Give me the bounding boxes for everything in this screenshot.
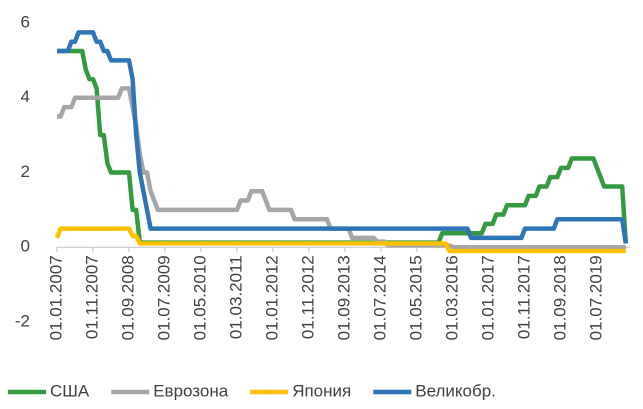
series-line xyxy=(57,86,626,250)
y-tick-label: -2 xyxy=(15,311,30,330)
x-tick-label: 01.03.2016 xyxy=(442,255,461,340)
x-tick-label: 01.07.2019 xyxy=(586,255,605,340)
x-tick-label: 01.01.2017 xyxy=(478,255,497,340)
series-line xyxy=(54,226,626,254)
x-tick-label: 01.07.2014 xyxy=(370,255,389,340)
y-tick-label: 0 xyxy=(21,237,30,256)
x-tick-label: 01.09.2018 xyxy=(550,255,569,340)
x-tick-label: 01.09.2013 xyxy=(334,255,353,340)
x-tick-label: 01.07.2009 xyxy=(154,255,173,340)
x-tick-label: 01.01.2012 xyxy=(262,255,281,340)
x-tick-label: 01.11.2012 xyxy=(298,255,317,339)
y-tick-label: 2 xyxy=(21,162,30,181)
series-line xyxy=(57,48,629,245)
legend-label: Еврозона xyxy=(153,381,229,400)
x-tick-label: 01.05.2010 xyxy=(190,255,209,340)
y-tick-label: 6 xyxy=(21,12,30,31)
legend-label: Япония xyxy=(292,381,351,400)
x-tick-label: 01.03.2011 xyxy=(226,255,245,339)
legend-label: США xyxy=(50,381,90,400)
x-tick-label: 01.11.2007 xyxy=(82,255,101,339)
x-tick-label: 01.09.2008 xyxy=(118,255,137,340)
x-tick-label: 01.11.2017 xyxy=(514,255,533,339)
y-tick-label: 4 xyxy=(21,87,30,106)
series-line xyxy=(57,30,629,244)
x-tick-label: 01.01.2007 xyxy=(46,255,65,340)
legend-label: Великобр. xyxy=(415,381,496,400)
x-tick-label: 01.05.2015 xyxy=(406,255,425,340)
